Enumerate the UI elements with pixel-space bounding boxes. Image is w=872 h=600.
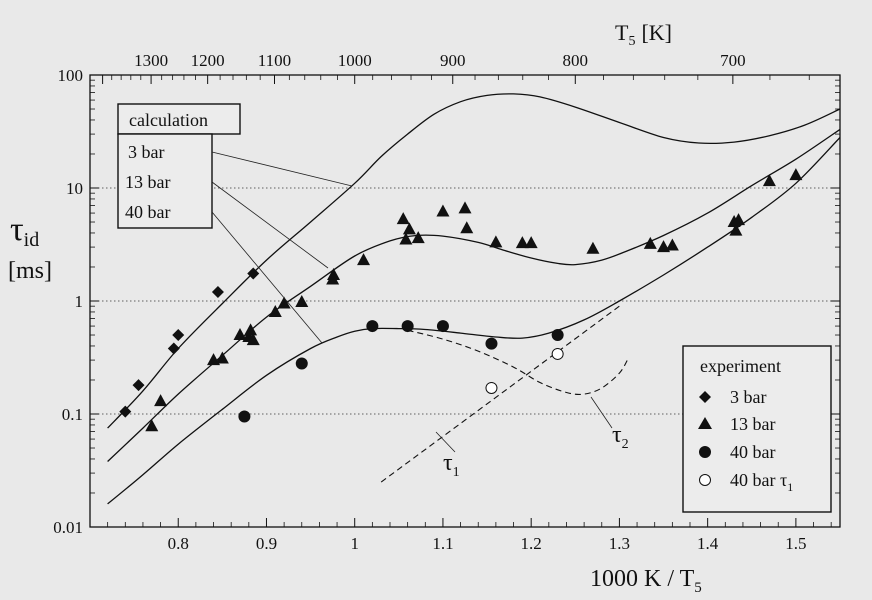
calc-curve-3bar [107,93,841,429]
marker-3bar [119,405,132,418]
x-tick-label: 1.1 [432,534,453,553]
marker-13bar [732,213,746,226]
marker-13bar [233,328,247,341]
marker-40bar [401,320,414,333]
top-tick-label: 700 [720,51,746,70]
marker-3bar [247,267,260,280]
marker-13bar [327,267,341,280]
marker-13bar [244,323,258,336]
x-tick-label: 1.2 [521,534,542,553]
calc-pointer-40bar [211,211,323,344]
y-tick-label: 100 [58,66,84,85]
x-tick-label: 1 [350,534,359,553]
calc-pointer-13bar [211,181,329,269]
x-tick-label: 1.5 [785,534,806,553]
marker-13bar [154,394,168,407]
marker-40bar [238,410,251,423]
marker-13bar [524,236,538,249]
marker-3bar [132,379,145,392]
top-tick-label: 1100 [258,51,291,70]
calculation-legend: calculation 3 bar 13 bar 40 bar [117,103,353,344]
marker-13bar [489,235,503,248]
calc-legend-title: calculation [129,110,208,130]
marker-40bar-tau1 [551,347,564,360]
legend-triangle-marker [698,417,712,429]
tau1-annotation: τ1 [443,450,460,480]
tau2-annotation: τ2 [612,422,629,452]
experiment-legend: experiment 3 bar 13 bar 40 bar 40 bar τ1 [682,345,832,513]
top-tick-label: 1000 [338,51,372,70]
legend-open-circle-marker [699,474,711,486]
top-axis-label: T5 [K] [615,20,672,49]
tau2-pointer [590,396,613,429]
tau1-line [380,305,620,483]
marker-13bar [665,238,679,251]
x-tick-label: 1.3 [609,534,630,553]
marker-13bar [396,212,410,225]
marker-13bar [145,419,159,432]
marker-13bar [789,168,803,181]
marker-40bar-tau1 [485,381,498,394]
x-tick-label: 1.4 [697,534,719,553]
marker-3bar [211,286,224,299]
marker-13bar [268,304,282,317]
exp-legend-13bar: 13 bar [730,414,775,434]
tau2-curve [407,329,629,396]
marker-40bar [485,337,498,350]
marker-13bar [436,204,450,217]
marker-3bar [172,329,185,342]
x-tick-label: 0.9 [256,534,277,553]
marker-13bar [460,221,474,234]
calc-legend-3bar: 3 bar [128,142,164,162]
marker-13bar [399,232,413,245]
y-axis-label: τid [10,211,39,251]
marker-40bar [366,320,379,333]
marker-40bar [295,357,308,370]
top-tick-label: 1300 [134,51,168,70]
exp-legend-40bar: 40 bar [730,442,775,462]
marker-13bar [762,174,776,187]
marker-13bar [458,201,472,214]
calc-legend-box [117,133,213,229]
calc-legend-13bar: 13 bar [125,172,170,192]
marker-40bar [551,329,564,342]
exp-legend-title: experiment [700,356,781,376]
legend-diamond-marker [699,391,711,403]
marker-13bar [215,351,229,364]
exp-legend-3bar: 3 bar [730,387,766,407]
marker-13bar [586,241,600,254]
y-tick-label: 10 [66,179,83,198]
marker-13bar [729,223,743,236]
calc-legend-40bar: 40 bar [125,202,170,222]
marker-13bar [277,296,291,309]
marker-13bar [402,222,416,235]
marker-13bar [411,231,425,244]
marker-13bar [643,236,657,249]
top-tick-label: 1200 [191,51,225,70]
x-tick-label: 0.8 [168,534,189,553]
top-tick-label: 800 [563,51,589,70]
marker-3bar [167,342,180,355]
marker-13bar [357,253,371,266]
y-tick-label: 0.1 [62,405,83,424]
marker-13bar [295,294,309,307]
legend-filled-circle-marker [699,446,711,458]
y-axis-unit: [ms] [8,258,52,284]
top-tick-label: 900 [440,51,466,70]
calc-pointer-3bar [211,151,353,187]
marker-13bar [515,236,529,249]
marker-13bar [246,333,260,346]
experiment-markers [119,168,803,432]
y-tick-label: 1 [75,292,84,311]
y-tick-label: 0.01 [53,518,83,537]
exp-legend-40bar-tau1: 40 bar τ1 [730,470,793,494]
marker-40bar [436,320,449,333]
axis-ticks: 0.01 0.1 1 10 100 0.8 0.9 1 1.1 1.2 1.3 1.4 1.5 1300 1… [53,51,840,553]
x-axis-label: 1000 K / T5 [590,566,702,596]
tau1-pointer [435,431,456,453]
